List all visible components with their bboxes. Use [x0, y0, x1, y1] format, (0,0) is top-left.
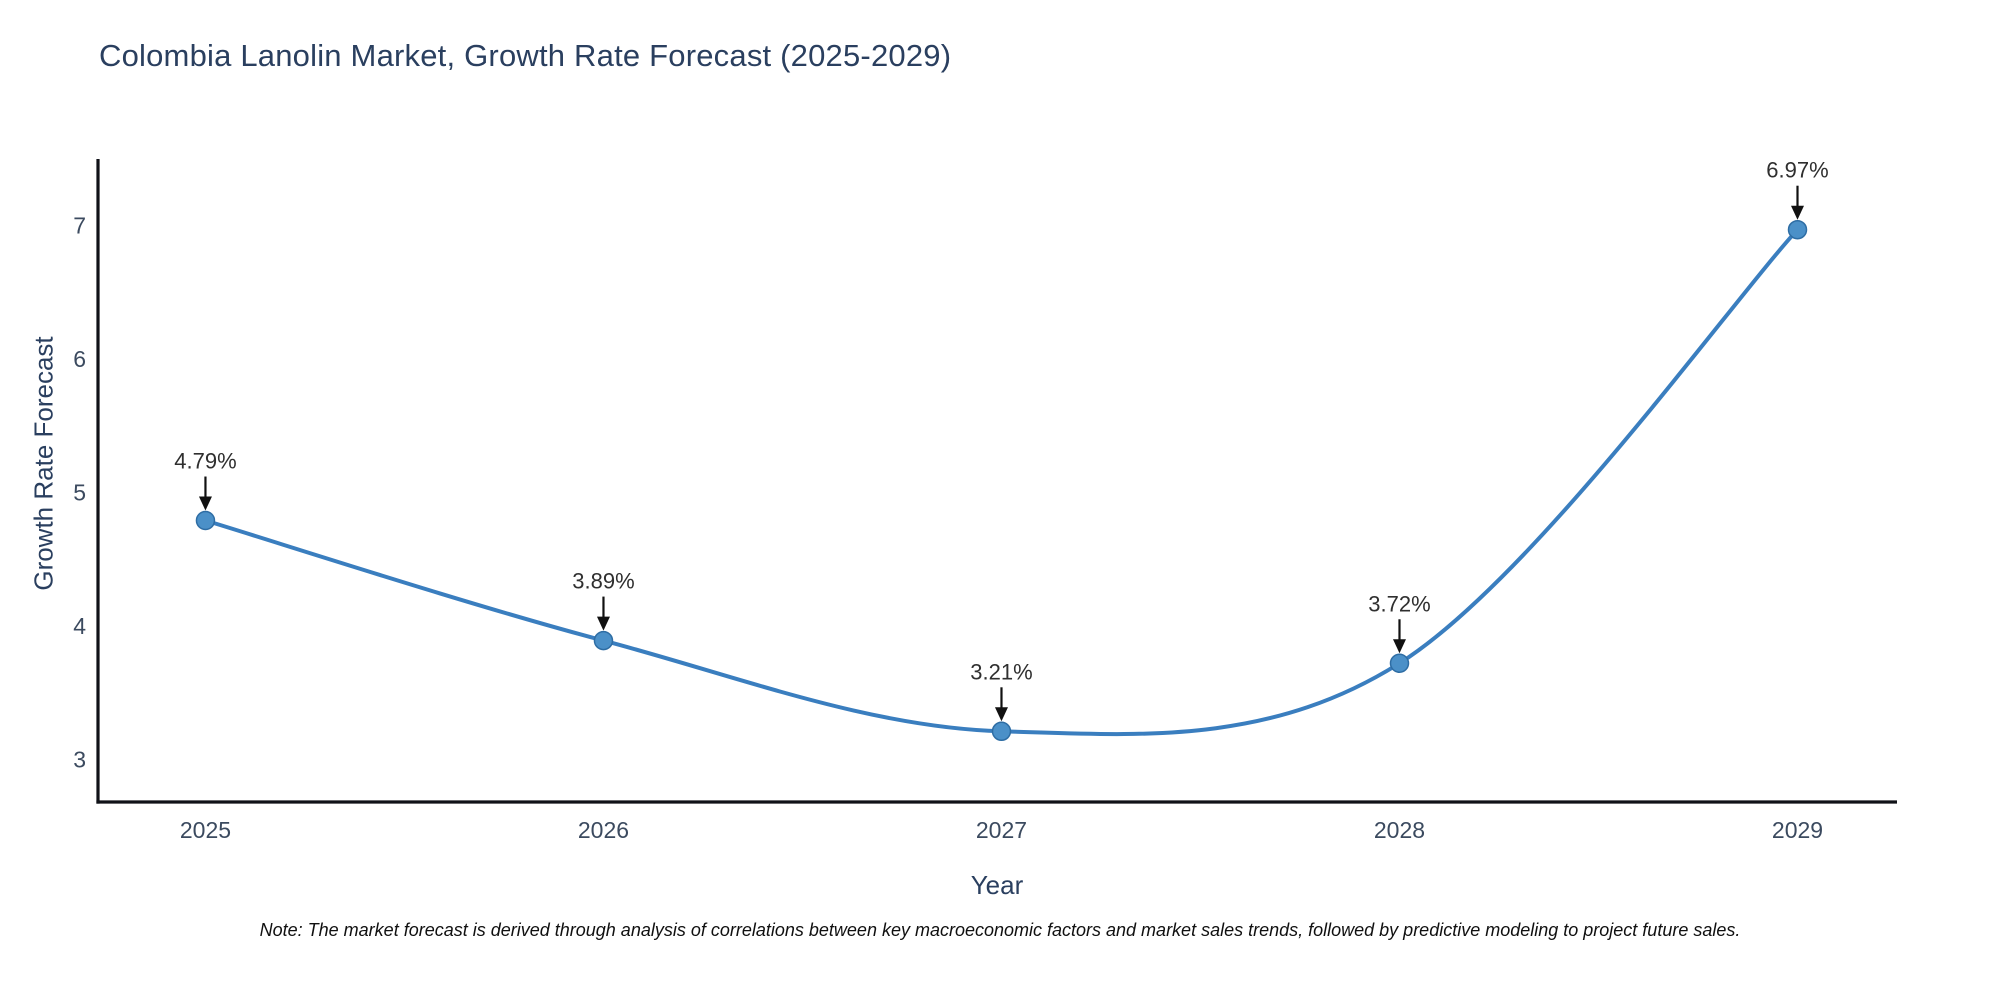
x-axis-title: Year [970, 870, 1024, 900]
data-point[interactable] [593, 630, 614, 651]
point-label: 3.21% [970, 659, 1032, 684]
annotation-arrowhead-icon [1392, 639, 1406, 654]
data-point[interactable] [195, 510, 216, 531]
annotation-arrowhead-icon [198, 496, 212, 511]
data-point[interactable] [1787, 219, 1808, 240]
x-tick-label: 2025 [180, 817, 231, 843]
annotation-arrowhead-icon [1790, 205, 1804, 220]
point-label: 3.89% [572, 569, 634, 594]
x-tick-label: 2028 [1374, 817, 1425, 843]
annotation-arrowhead-icon [596, 616, 610, 631]
y-tick-label: 3 [73, 746, 86, 772]
footnote: Note: The market forecast is derived thr… [259, 920, 1741, 940]
y-tick-label: 6 [73, 346, 86, 372]
trend-line [203, 227, 1800, 737]
y-tick-label: 4 [73, 613, 86, 639]
point-label: 4.79% [174, 449, 236, 474]
data-point[interactable] [991, 721, 1012, 742]
y-tick-label: 5 [73, 480, 86, 506]
x-tick-label: 2026 [578, 817, 629, 843]
annotation-arrowhead-icon [994, 707, 1008, 722]
data-point[interactable] [1389, 653, 1410, 674]
point-label: 6.97% [1766, 158, 1828, 183]
x-tick-label: 2029 [1772, 817, 1823, 843]
y-tick-label: 7 [73, 213, 86, 239]
x-tick-label: 2027 [976, 817, 1027, 843]
point-label: 3.72% [1368, 591, 1430, 616]
chart-title: Colombia Lanolin Market, Growth Rate For… [99, 38, 952, 73]
